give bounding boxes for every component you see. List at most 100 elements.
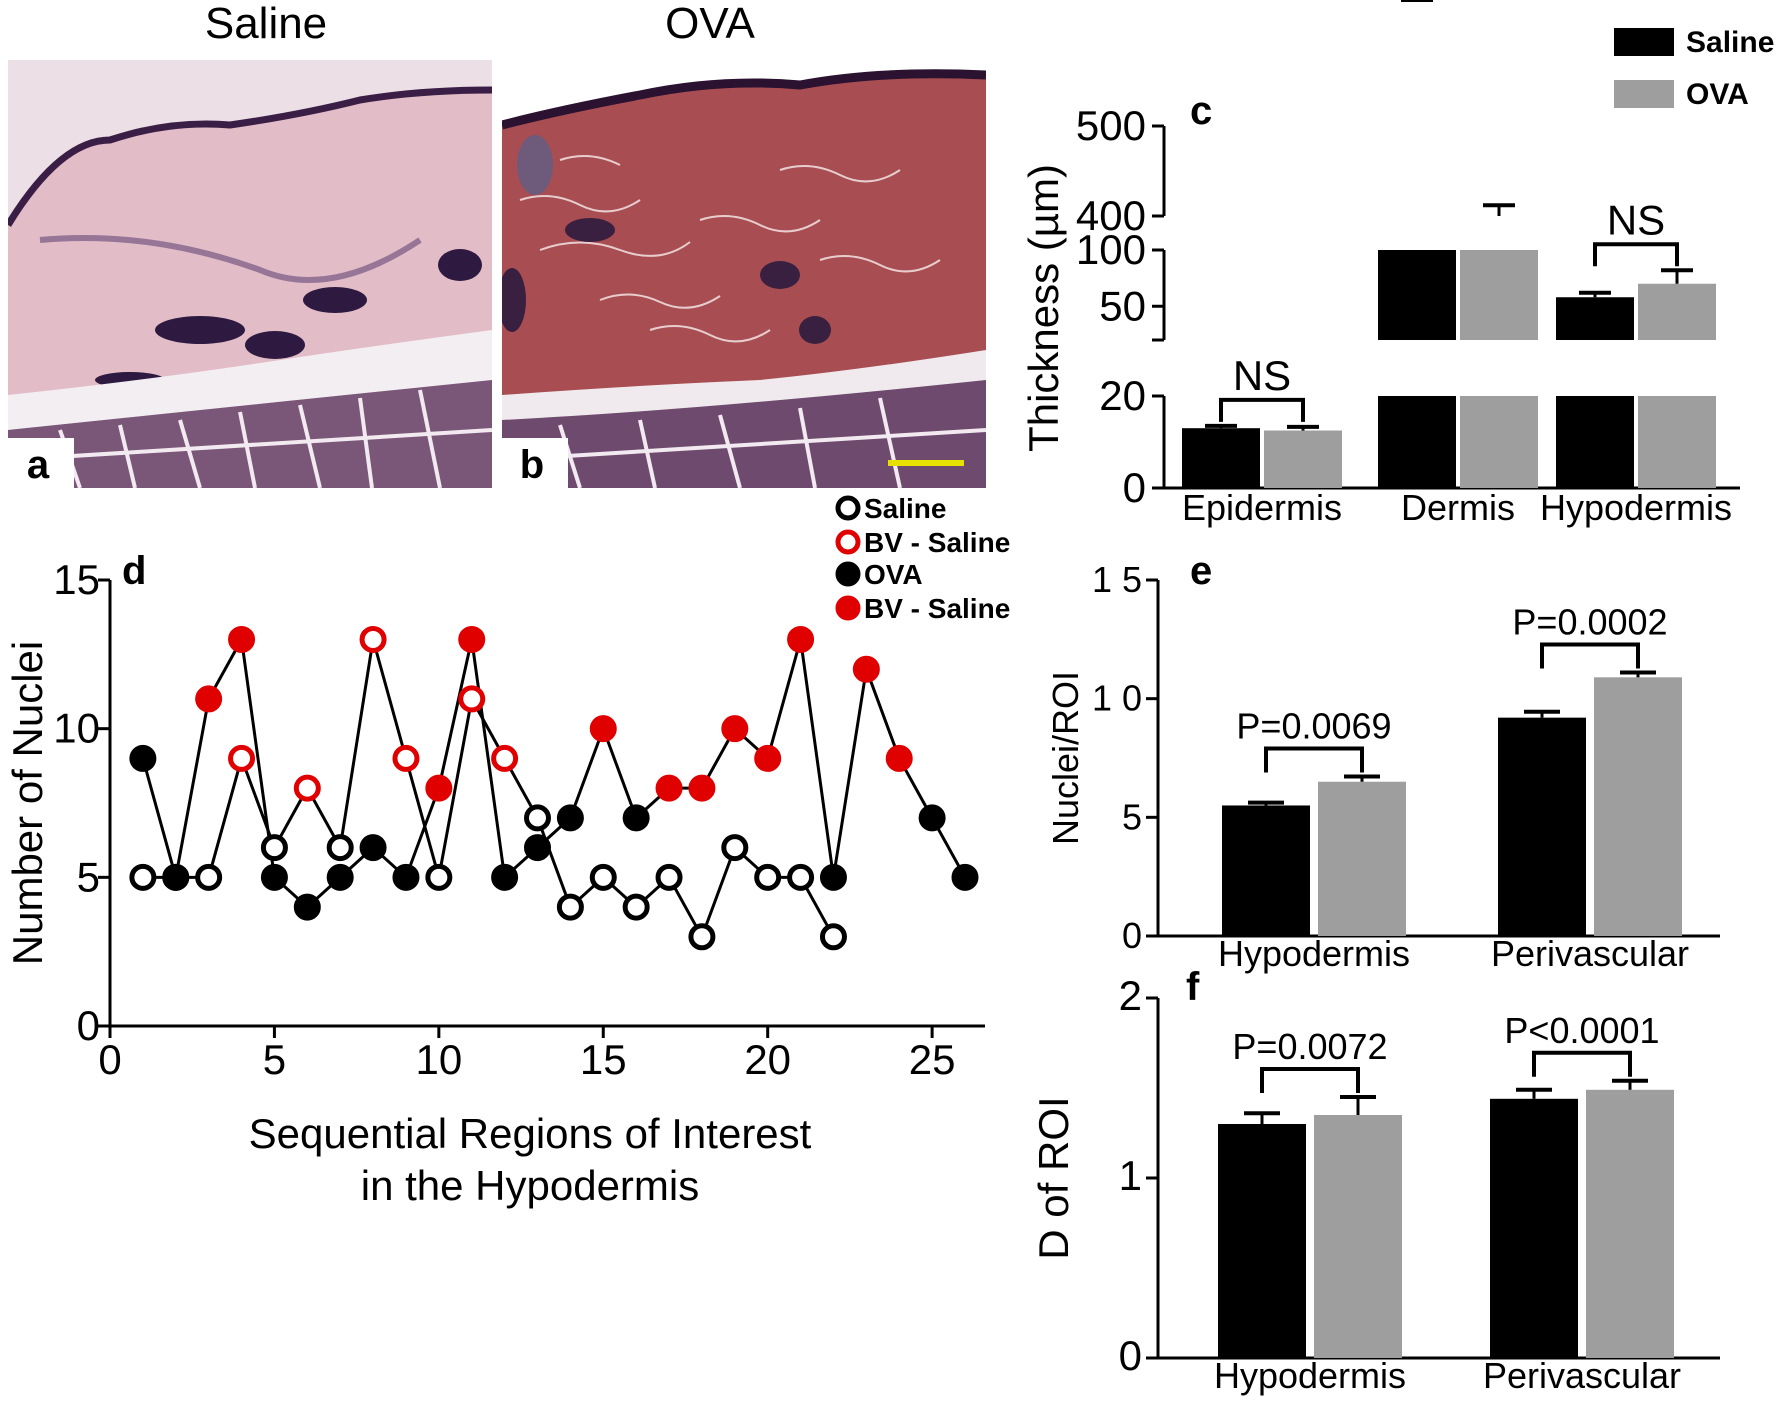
point-ova-bv bbox=[721, 715, 749, 743]
point-ova bbox=[326, 863, 354, 891]
point-saline bbox=[819, 923, 847, 951]
y-tick-label: 5 bbox=[77, 853, 100, 900]
point-ova-bv bbox=[589, 715, 617, 743]
bar-ova-perivascular bbox=[1586, 1089, 1674, 1358]
legend-marker bbox=[835, 561, 861, 587]
point-ova bbox=[951, 863, 979, 891]
point-saline-bv bbox=[228, 744, 256, 772]
epidermis-layer bbox=[502, 69, 986, 130]
x-category-label: Perivascular bbox=[1483, 1355, 1681, 1396]
legend-marker bbox=[835, 595, 861, 621]
point-saline-bv bbox=[491, 744, 519, 772]
p-value-label: P<0.0001 bbox=[1504, 1010, 1659, 1051]
point-saline-bv bbox=[293, 774, 321, 802]
x-tick-label: 15 bbox=[580, 1036, 627, 1083]
x-tick-label: 10 bbox=[415, 1036, 462, 1083]
point-ova-bv bbox=[195, 685, 223, 713]
bar-saline-perivascular bbox=[1490, 1098, 1578, 1358]
bar-ova-perivascular bbox=[1594, 677, 1682, 936]
bar-ova-dermis bbox=[1460, 250, 1538, 340]
bar-ova-epidermis bbox=[1264, 430, 1342, 488]
panel-label-box bbox=[8, 438, 74, 488]
hair-follicle bbox=[502, 268, 526, 332]
legend-label: BV - Saline bbox=[864, 593, 1010, 624]
y-tick-label: 1 bbox=[1119, 1152, 1142, 1199]
y-tick-label: 400 bbox=[1076, 192, 1146, 239]
x-axis-title-line2: in the Hypodermis bbox=[361, 1162, 699, 1209]
point-ova-bv bbox=[885, 744, 913, 772]
panel-label-f: f bbox=[1186, 965, 1200, 1009]
hair-follicle bbox=[303, 287, 367, 313]
legend-label: BV - Saline bbox=[864, 527, 1010, 558]
point-ova bbox=[524, 834, 551, 862]
y-tick-label: 5 bbox=[1122, 796, 1142, 837]
x-axis-title-line1: Sequential Regions of Interest bbox=[249, 1110, 812, 1157]
point-ova bbox=[129, 744, 157, 772]
point-ova-bv bbox=[688, 774, 716, 802]
x-category-label: Hypodermis bbox=[1214, 1355, 1406, 1396]
hair-follicle bbox=[155, 316, 245, 344]
bar-saline-hypodermis bbox=[1218, 1124, 1306, 1358]
point-ova bbox=[918, 804, 946, 832]
y-tick-label: 10 bbox=[53, 705, 100, 752]
y-axis-title: Nuclei/ROI bbox=[1045, 671, 1086, 845]
y-tick-label: 0 bbox=[1123, 464, 1146, 511]
point-saline bbox=[260, 834, 288, 862]
significance-bracket bbox=[1260, 1067, 1360, 1093]
bar-saline-dermis bbox=[1378, 250, 1456, 340]
x-category-label: Epidermis bbox=[1182, 487, 1342, 528]
micrograph-ova: OVA b bbox=[502, 0, 986, 488]
y-tick-label: 0 bbox=[77, 1002, 100, 1049]
point-saline bbox=[655, 863, 683, 891]
p-value-label: P=0.0069 bbox=[1236, 706, 1391, 747]
significance-bracket bbox=[1264, 746, 1364, 773]
bar-ova-hypodermis bbox=[1318, 781, 1406, 936]
p-value-label: P=0.0002 bbox=[1512, 602, 1667, 643]
x-category-label: Perivascular bbox=[1491, 933, 1689, 974]
panel-label-a: a bbox=[27, 443, 50, 487]
y-tick-label: 50 bbox=[1099, 282, 1146, 329]
point-ova-bv bbox=[754, 744, 782, 772]
point-saline-bv bbox=[392, 744, 420, 772]
collagen-fibers bbox=[519, 155, 941, 343]
point-ova bbox=[556, 804, 584, 832]
panel-label-b: b bbox=[520, 443, 544, 487]
point-saline bbox=[688, 923, 716, 951]
point-saline bbox=[326, 834, 354, 862]
nuclei-per-roi-bar-chart: 0 5 1 0 1 5 Nuclei/ROI P=0.0069 Hypodermis P=0.… bbox=[1045, 559, 1720, 974]
point-saline-bv bbox=[359, 625, 387, 653]
point-ova-bv bbox=[655, 774, 683, 802]
x-category-label: Hypodermis bbox=[1540, 487, 1732, 528]
point-saline bbox=[589, 863, 617, 891]
significance-bracket bbox=[1219, 397, 1305, 422]
significance-bracket bbox=[1593, 242, 1679, 267]
bar-saline-hypodermis bbox=[1556, 297, 1634, 340]
legend-label: Saline bbox=[864, 493, 946, 524]
bar-saline-epidermis bbox=[1182, 428, 1260, 488]
significance-bracket bbox=[1540, 642, 1640, 669]
legend-label-ova: OVA bbox=[1686, 78, 1749, 111]
d-of-roi-bar-chart: 0 1 2 D of ROI P=0.0072 Hypodermis P<0.0001 Per… bbox=[1030, 972, 1720, 1396]
y-tick-label: 15 bbox=[53, 556, 100, 603]
x-tick-label: 20 bbox=[744, 1036, 791, 1083]
point-ova-bv bbox=[458, 625, 486, 653]
scale-bar bbox=[888, 460, 964, 466]
y-tick-label: 1 0 bbox=[1092, 678, 1142, 719]
point-ova bbox=[622, 804, 650, 832]
legend-label: OVA bbox=[864, 559, 923, 590]
legend-label-saline: Saline bbox=[1686, 26, 1774, 59]
x-tick-label: 5 bbox=[263, 1036, 286, 1083]
p-value-label: P=0.0072 bbox=[1232, 1026, 1387, 1067]
x-category-label: Dermis bbox=[1401, 487, 1515, 528]
x-category-label: Hypodermis bbox=[1218, 933, 1410, 974]
x-tick-label: 0 bbox=[98, 1036, 121, 1083]
y-axis-title: Number of Nuclei bbox=[4, 641, 51, 965]
panel-label-e: e bbox=[1190, 549, 1212, 593]
point-saline bbox=[524, 804, 551, 832]
point-ova-bv bbox=[787, 625, 815, 653]
point-ova bbox=[260, 863, 288, 891]
micrograph-saline-title: Saline bbox=[205, 0, 327, 48]
